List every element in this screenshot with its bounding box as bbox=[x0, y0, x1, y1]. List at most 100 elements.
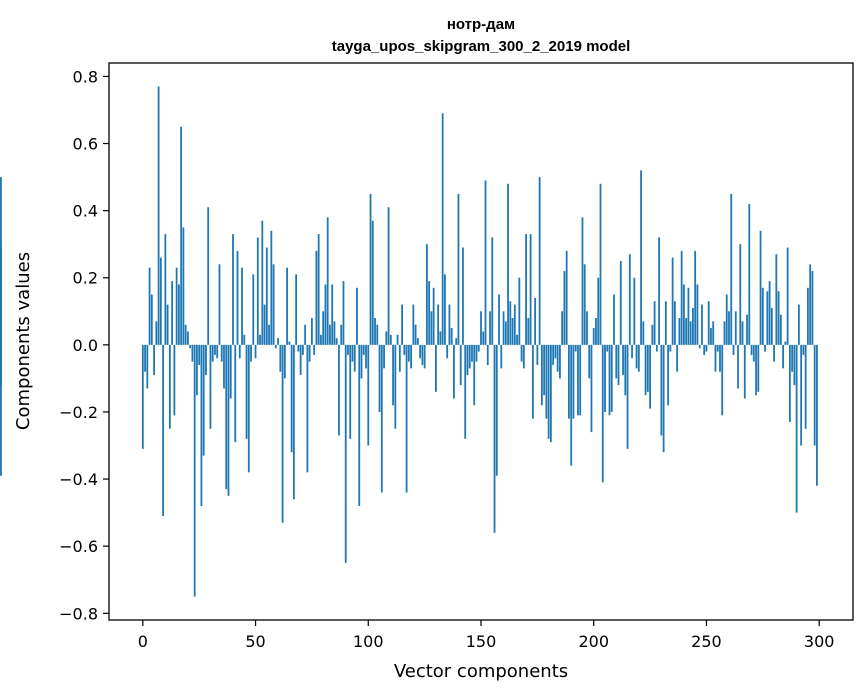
bar bbox=[279, 344, 282, 372]
bar bbox=[288, 341, 291, 345]
bar bbox=[606, 344, 609, 352]
bar bbox=[698, 344, 701, 349]
bar bbox=[651, 324, 654, 345]
bar bbox=[227, 344, 230, 496]
bar bbox=[450, 328, 453, 345]
bar bbox=[214, 344, 216, 355]
bar bbox=[333, 321, 336, 345]
bar bbox=[610, 344, 613, 412]
y-axis-ticks: −0.8 −0.6 −0.4 −0.2 0.0 0.2 0.4 0.6 0.8 bbox=[59, 67, 109, 623]
bar bbox=[518, 277, 521, 345]
bar bbox=[689, 321, 692, 345]
bar bbox=[619, 260, 622, 345]
bar bbox=[590, 344, 593, 433]
bar bbox=[425, 244, 428, 345]
bar bbox=[168, 344, 171, 429]
bar bbox=[764, 344, 766, 352]
bar bbox=[247, 344, 250, 473]
bar bbox=[710, 328, 712, 345]
bar bbox=[367, 344, 370, 446]
bar bbox=[360, 344, 363, 379]
bar bbox=[295, 274, 298, 345]
bar bbox=[484, 180, 487, 345]
bar bbox=[216, 344, 219, 359]
bar bbox=[365, 344, 367, 369]
bar bbox=[444, 274, 446, 345]
bar bbox=[430, 311, 433, 345]
bar bbox=[387, 207, 390, 345]
bar bbox=[299, 344, 302, 376]
bar bbox=[166, 304, 169, 345]
bar bbox=[687, 287, 690, 345]
bar bbox=[218, 264, 221, 345]
bar bbox=[468, 344, 471, 369]
bar bbox=[157, 86, 160, 345]
bar bbox=[180, 126, 183, 345]
bar bbox=[419, 344, 422, 359]
bar bbox=[344, 344, 347, 563]
bar bbox=[416, 338, 419, 345]
bar bbox=[374, 318, 376, 345]
bar bbox=[664, 301, 667, 345]
bar bbox=[338, 344, 340, 436]
bar bbox=[748, 203, 751, 345]
bar bbox=[741, 321, 744, 345]
bar bbox=[732, 344, 735, 355]
bar bbox=[613, 294, 615, 345]
bar bbox=[642, 321, 645, 345]
bar bbox=[552, 344, 555, 365]
bar bbox=[428, 281, 431, 345]
bar bbox=[326, 217, 329, 345]
bar bbox=[202, 344, 205, 456]
bar bbox=[155, 321, 158, 345]
bar bbox=[263, 304, 266, 345]
bar bbox=[692, 307, 694, 345]
bar bbox=[306, 344, 309, 473]
bar bbox=[225, 344, 228, 490]
bar bbox=[376, 324, 379, 345]
bar bbox=[261, 220, 264, 345]
bar bbox=[423, 344, 426, 369]
bar bbox=[159, 257, 162, 345]
bar bbox=[649, 344, 651, 409]
bar bbox=[453, 344, 455, 399]
bar bbox=[401, 304, 403, 345]
bar bbox=[315, 250, 318, 345]
bar bbox=[369, 193, 372, 345]
bar bbox=[347, 344, 349, 355]
bar bbox=[800, 344, 803, 446]
bar bbox=[549, 344, 552, 443]
bar bbox=[759, 230, 762, 345]
bar bbox=[340, 324, 343, 345]
bar bbox=[207, 207, 210, 345]
bar bbox=[385, 331, 388, 345]
bar bbox=[459, 344, 462, 386]
bar bbox=[775, 254, 778, 345]
bar bbox=[353, 344, 356, 372]
bar bbox=[493, 344, 496, 533]
bar bbox=[272, 264, 275, 345]
bar bbox=[290, 344, 293, 453]
bar bbox=[475, 344, 478, 362]
bar bbox=[410, 344, 413, 369]
bar bbox=[712, 321, 715, 345]
bar bbox=[389, 334, 392, 345]
bar bbox=[707, 301, 710, 345]
bar bbox=[150, 294, 153, 345]
bar bbox=[448, 304, 451, 345]
bar bbox=[527, 318, 530, 345]
bar bbox=[513, 304, 516, 345]
chart-title: нотр-дам bbox=[447, 16, 515, 33]
bar bbox=[243, 334, 246, 345]
bar bbox=[766, 291, 769, 345]
bar bbox=[669, 344, 672, 352]
bar bbox=[259, 334, 261, 345]
bar bbox=[220, 344, 223, 362]
bar bbox=[653, 301, 656, 345]
bar bbox=[362, 344, 365, 355]
bar bbox=[407, 344, 410, 362]
chart-subtitle: tayga_upos_skipgram_300_2_2019 model bbox=[332, 38, 631, 55]
bar bbox=[768, 281, 771, 345]
bar bbox=[570, 344, 573, 466]
